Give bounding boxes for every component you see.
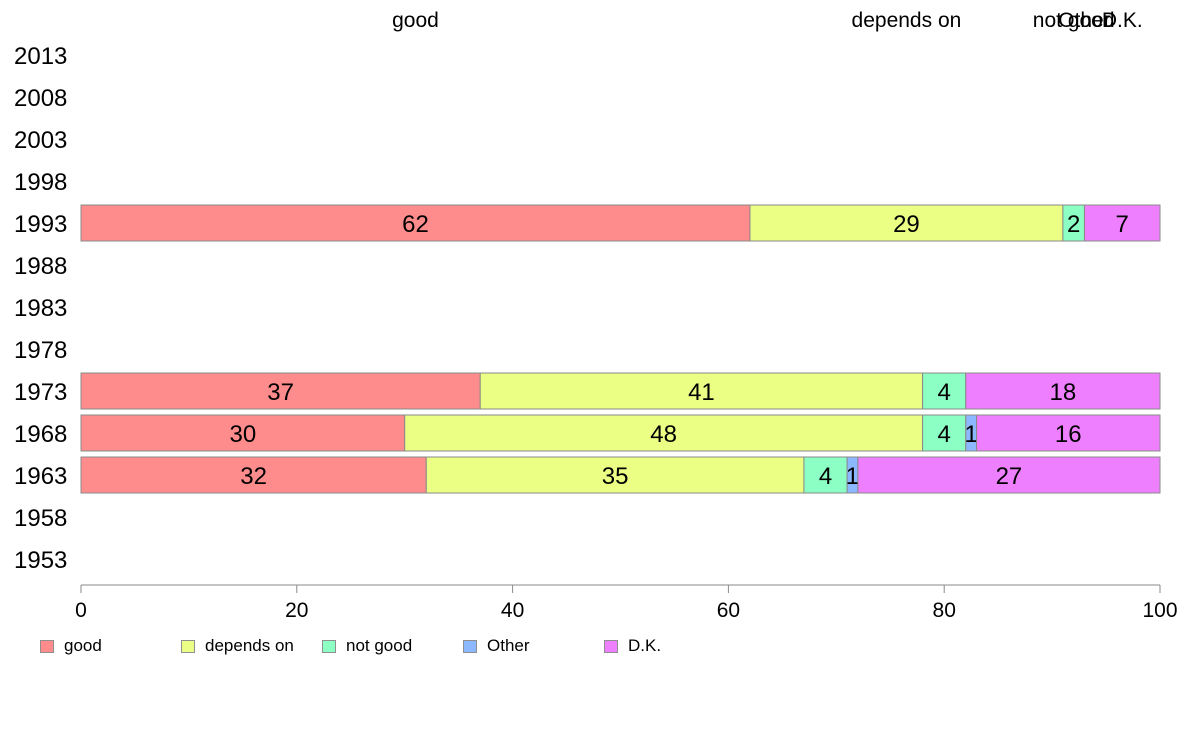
top-label-not-good: not good bbox=[1033, 9, 1115, 32]
legend-swatch-not-good bbox=[322, 639, 336, 653]
bar-segment-1993-d-k bbox=[1083, 204, 1161, 242]
x-tick-label-60: 60 bbox=[717, 599, 740, 622]
legend-swatch-depends-on bbox=[181, 639, 195, 653]
legend-label-other: Other bbox=[487, 636, 530, 655]
data-label-1963-other: 1 bbox=[846, 463, 859, 490]
top-label-good: good bbox=[392, 9, 439, 32]
legend-swatch-good bbox=[40, 639, 54, 653]
legend-label-not-good: not good bbox=[346, 636, 413, 655]
bar-segment-1963-not-good bbox=[803, 456, 848, 494]
data-label-1968-not-good: 4 bbox=[938, 421, 951, 448]
bar-segment-1963-good bbox=[80, 456, 427, 494]
category-label-2008: 2008 bbox=[14, 85, 67, 112]
x-tick-label-80: 80 bbox=[933, 599, 956, 622]
legend-item-d-k: D.K. bbox=[604, 636, 661, 656]
bar-segment-1963-d-k bbox=[857, 456, 1161, 494]
data-label-1963-good: 32 bbox=[240, 463, 267, 490]
x-tick-label-0: 0 bbox=[75, 599, 87, 622]
chart-legend: good depends on not good Other D.K. bbox=[0, 636, 1188, 662]
data-label-1993-d-k: 7 bbox=[1116, 211, 1129, 238]
legend-label-depends-on: depends on bbox=[205, 636, 294, 655]
bar-segment-1973-d-k bbox=[965, 372, 1161, 410]
data-label-1993-depends-on: 29 bbox=[893, 211, 920, 238]
category-label-1983: 1983 bbox=[14, 295, 67, 322]
legend-item-good: good bbox=[40, 636, 102, 656]
data-label-1993-not-good: 2 bbox=[1067, 211, 1080, 238]
top-label-depends-on: depends on bbox=[852, 9, 962, 32]
top-label-d-k: D.K. bbox=[1102, 9, 1143, 32]
category-label-1963: 1963 bbox=[14, 463, 67, 490]
x-tick-label-40: 40 bbox=[501, 599, 524, 622]
legend-item-not-good: not good bbox=[322, 636, 412, 656]
data-label-1973-not-good: 4 bbox=[938, 379, 951, 406]
legend-label-good: good bbox=[64, 636, 102, 655]
data-label-1963-not-good: 4 bbox=[819, 463, 832, 490]
bar-segment-1968-d-k bbox=[976, 414, 1161, 452]
data-label-1963-depends-on: 35 bbox=[602, 463, 629, 490]
bar-segment-1973-not-good bbox=[922, 372, 967, 410]
legend-item-other: Other bbox=[463, 636, 530, 656]
bar-segment-1993-good bbox=[80, 204, 751, 242]
category-label-1968: 1968 bbox=[14, 421, 67, 448]
legend-item-depends-on: depends on bbox=[181, 636, 294, 656]
data-label-1973-d-k: 18 bbox=[1050, 379, 1077, 406]
data-label-1973-good: 37 bbox=[267, 379, 294, 406]
data-label-1968-depends-on: 48 bbox=[650, 421, 677, 448]
category-label-1988: 1988 bbox=[14, 253, 67, 280]
data-label-1963-d-k: 27 bbox=[996, 463, 1023, 490]
legend-swatch-other bbox=[463, 639, 477, 653]
category-label-1993: 1993 bbox=[14, 211, 67, 238]
bar-segment-1973-good bbox=[80, 372, 481, 410]
data-label-1968-other: 1 bbox=[964, 421, 977, 448]
data-label-1968-good: 30 bbox=[229, 421, 256, 448]
legend-swatch-d-k bbox=[604, 639, 618, 653]
bar-segment-1968-depends-on bbox=[404, 414, 924, 452]
category-label-1973: 1973 bbox=[14, 379, 67, 406]
data-label-1968-d-k: 16 bbox=[1055, 421, 1082, 448]
x-tick-label-20: 20 bbox=[285, 599, 308, 622]
data-label-1973-depends-on: 41 bbox=[688, 379, 715, 406]
category-label-2003: 2003 bbox=[14, 127, 67, 154]
category-label-1958: 1958 bbox=[14, 505, 67, 532]
data-label-1993-good: 62 bbox=[402, 211, 429, 238]
x-tick-label-100: 100 bbox=[1142, 599, 1177, 622]
category-label-1978: 1978 bbox=[14, 337, 67, 364]
bar-segment-1993-depends-on bbox=[749, 204, 1064, 242]
top-label-other: Other bbox=[1058, 9, 1111, 32]
category-label-2013: 2013 bbox=[14, 43, 67, 70]
category-label-1953: 1953 bbox=[14, 547, 67, 574]
category-label-1998: 1998 bbox=[14, 169, 67, 196]
legend-label-d-k: D.K. bbox=[628, 636, 662, 655]
bar-segment-1963-depends-on bbox=[425, 456, 805, 494]
bar-segment-1973-depends-on bbox=[479, 372, 924, 410]
